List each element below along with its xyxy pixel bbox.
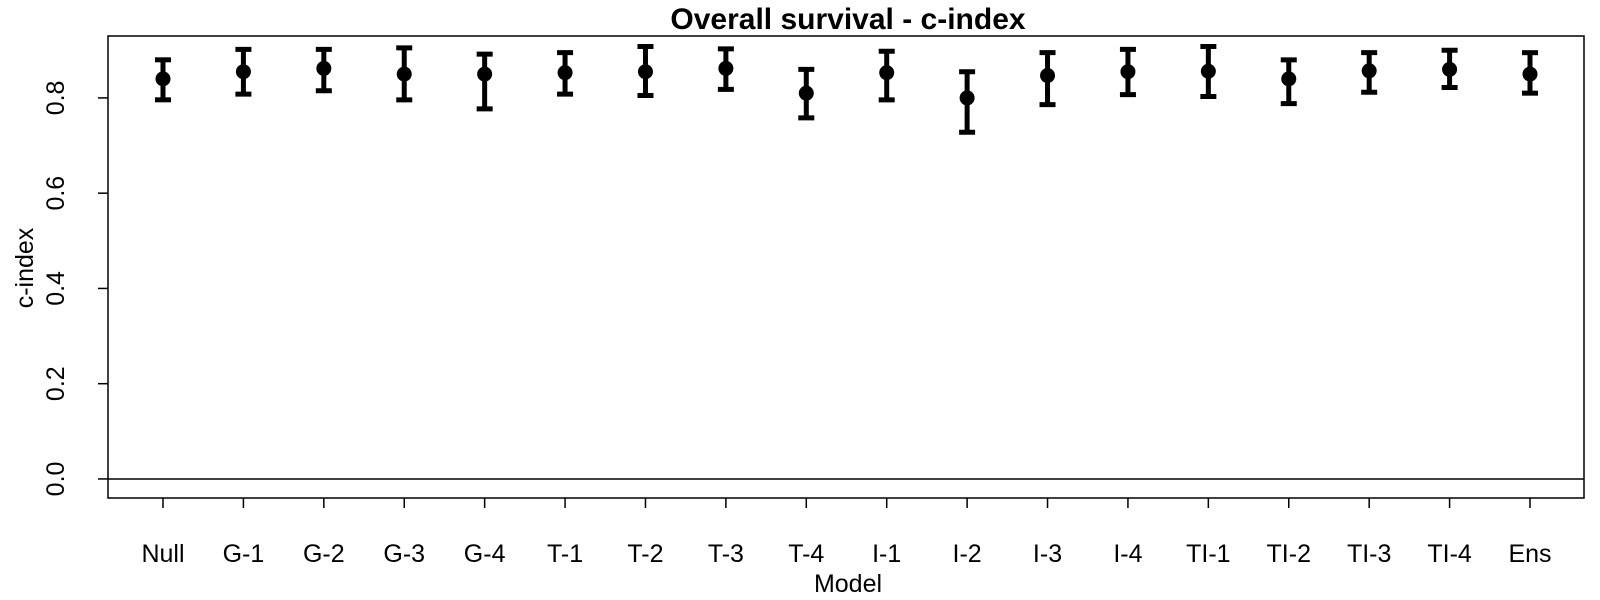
y-tick-label: 0.2: [42, 366, 70, 401]
data-point: [1200, 63, 1216, 79]
x-tick-label: T-4: [788, 540, 824, 568]
x-tick-label: I-2: [953, 540, 982, 568]
data-point: [1040, 68, 1056, 84]
data-point: [1522, 66, 1538, 82]
data-point: [1442, 61, 1458, 77]
x-tick-label: TI-2: [1267, 540, 1311, 568]
y-tick-label: 0.6: [42, 176, 70, 211]
x-tick-label: T-1: [547, 540, 583, 568]
x-tick-label: TI-1: [1186, 540, 1230, 568]
y-axis-label: c-index: [11, 227, 39, 308]
x-axis: Null G-1 G-2 G-3 G-4 T-1 T-2 T-3 T-4 I-1 I-2 I-3 I-4…: [141, 498, 1552, 568]
data-marks: [155, 43, 1538, 135]
plot-frame: [107, 35, 1585, 499]
x-tick-label: T-2: [627, 540, 663, 568]
data-point: [1120, 64, 1136, 80]
x-tick-label: G-4: [464, 540, 506, 568]
x-tick-label: Null: [141, 540, 184, 568]
x-tick-label: Ens: [1508, 540, 1551, 568]
data-point: [155, 71, 171, 87]
data-point: [637, 64, 653, 80]
data-point: [477, 66, 493, 82]
x-tick-label: G-3: [383, 540, 425, 568]
x-tick-label: TI-3: [1347, 540, 1391, 568]
x-tick-label: I-3: [1033, 540, 1062, 568]
y-axis: 0.0 0.2 0.4 0.6 0.8: [42, 81, 108, 497]
data-point: [235, 64, 251, 80]
data-point: [718, 60, 734, 76]
x-axis-label: Model: [814, 570, 882, 598]
chart-title: Overall survival - c-index: [670, 3, 1025, 36]
x-tick-label: T-3: [708, 540, 744, 568]
data-point: [316, 60, 332, 76]
data-point: [557, 65, 573, 81]
x-tick-label: I-1: [872, 540, 901, 568]
data-point: [879, 65, 895, 81]
x-tick-label: G-1: [223, 540, 265, 568]
data-point: [959, 90, 975, 106]
y-tick-label: 0.4: [42, 271, 70, 306]
y-tick-label: 0.0: [42, 462, 70, 497]
x-tick-label: TI-4: [1427, 540, 1472, 568]
x-tick-label: G-2: [303, 540, 345, 568]
data-point: [396, 66, 412, 82]
y-tick-label: 0.8: [42, 81, 70, 116]
x-tick-label: I-4: [1113, 540, 1142, 568]
data-point: [1361, 63, 1377, 79]
data-point: [798, 85, 814, 101]
data-point: [1281, 71, 1297, 87]
